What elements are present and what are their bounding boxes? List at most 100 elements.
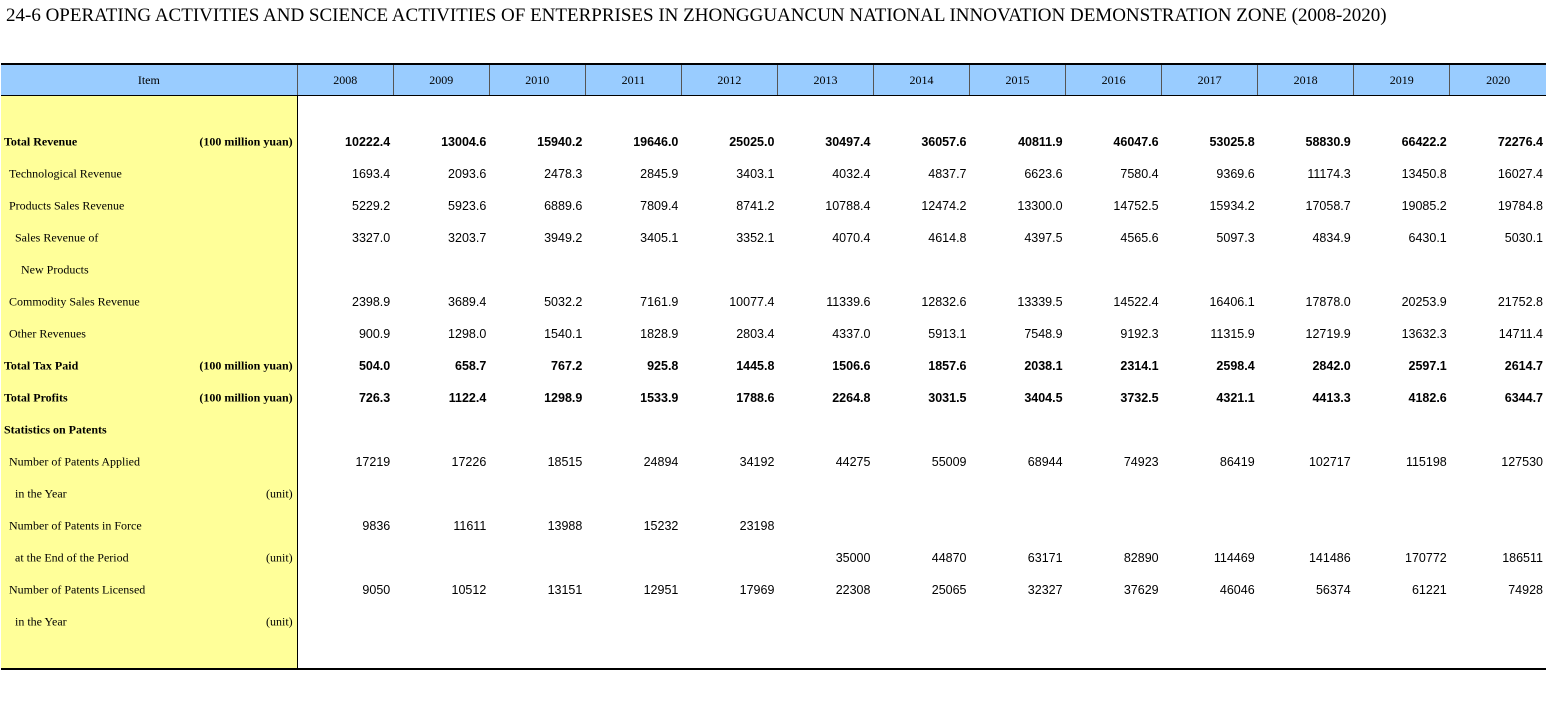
value-cell: 19784.8 (1497, 199, 1543, 213)
value-cell (873, 606, 969, 638)
table-row: New Products (1, 254, 1546, 286)
value-cell (1450, 254, 1546, 286)
column-header-year: 2020 (1449, 63, 1546, 96)
column-header-year: 2008 (296, 63, 394, 96)
row-unit: (unit) (266, 614, 293, 629)
value-cell (970, 510, 1066, 542)
row-label-cell: Technological Revenue (1, 158, 298, 190)
empty-cell (297, 638, 1546, 670)
value-cell: 35000 (835, 551, 871, 565)
value-cell: 3203.7 (448, 231, 487, 245)
value-cell: 4614.8 (928, 231, 967, 245)
value-cell: 16027.4 (1497, 167, 1543, 181)
value-cell: 9050 (362, 583, 391, 597)
value-cell: 2845.9 (640, 167, 679, 181)
value-cell: 2842.0 (1312, 359, 1351, 373)
value-cell (1354, 414, 1450, 446)
value-cell (777, 510, 873, 542)
value-cell: 7580.4 (1120, 167, 1159, 181)
row-label-cell: New Products (1, 254, 298, 286)
value-cell (297, 478, 393, 510)
value-cell: 14522.4 (1113, 295, 1159, 309)
table-row: Number of Patents Licensed 9050 10512 13151… (1, 574, 1546, 606)
value-cell: 114469 (1213, 551, 1255, 565)
row-label: in the Year (15, 614, 67, 629)
value-cell (1066, 254, 1162, 286)
column-header-year: 2013 (776, 63, 874, 96)
value-cell: 2038.1 (1024, 359, 1063, 373)
column-header-year: 2018 (1257, 63, 1354, 96)
value-cell: 2093.6 (448, 167, 487, 181)
row-label: Commodity Sales Revenue (9, 294, 140, 309)
row-label: Technological Revenue (9, 166, 122, 181)
value-cell (1066, 414, 1162, 446)
table-row: Sales Revenue of 3327.0 3203.7 3949.2 3405.1… (1, 222, 1546, 254)
value-cell (1450, 414, 1546, 446)
value-cell: 10077.4 (729, 295, 775, 309)
value-cell: 504.0 (358, 359, 391, 373)
value-cell: 658.7 (455, 359, 487, 373)
value-cell: 1533.9 (640, 391, 679, 405)
value-cell: 72276.4 (1497, 135, 1543, 149)
value-cell (1258, 510, 1354, 542)
row-label-cell: Total Profits (100 million yuan) (1, 382, 298, 414)
value-cell: 2803.4 (736, 327, 775, 341)
value-cell (585, 254, 681, 286)
row-label-cell: Total Revenue (100 million yuan) (1, 126, 298, 158)
row-label: Total Profits (4, 390, 68, 405)
value-cell (297, 254, 393, 286)
value-cell: 22308 (835, 583, 871, 597)
table-row: Number of Patents Applied 17219 17226 18515… (1, 446, 1546, 478)
value-cell (970, 606, 1066, 638)
value-cell: 25065 (931, 583, 967, 597)
value-cell: 16406.1 (1209, 295, 1255, 309)
value-cell: 170772 (1405, 551, 1447, 565)
row-label: Products Sales Revenue (9, 198, 125, 213)
value-cell: 7161.9 (640, 295, 679, 309)
table-row: in the Year (unit) (1, 478, 1546, 510)
value-cell (585, 478, 681, 510)
value-cell: 5097.3 (1216, 231, 1255, 245)
table-row: Statistics on Patents (1, 414, 1546, 446)
row-label: Number of Patents Licensed (9, 582, 146, 597)
value-cell: 46047.6 (1113, 135, 1159, 149)
value-cell: 1857.6 (928, 359, 967, 373)
value-cell: 767.2 (551, 359, 583, 373)
row-label: Statistics on Patents (4, 422, 107, 437)
value-cell: 6430.1 (1408, 231, 1447, 245)
value-cell (1066, 478, 1162, 510)
value-cell: 7548.9 (1024, 327, 1063, 341)
value-cell: 726.3 (358, 391, 391, 405)
value-cell (970, 254, 1066, 286)
value-cell: 4565.6 (1120, 231, 1159, 245)
value-cell (489, 478, 585, 510)
table-row: Total Profits (100 million yuan) 726.3 1122… (1, 382, 1546, 414)
value-cell: 6344.7 (1504, 391, 1543, 405)
value-cell (681, 542, 777, 574)
row-label: in the Year (15, 486, 67, 501)
value-cell (1258, 606, 1354, 638)
value-cell: 115198 (1405, 455, 1447, 469)
column-header-year: 2016 (1065, 63, 1162, 96)
value-cell: 10512 (451, 583, 487, 597)
value-cell: 1788.6 (736, 391, 775, 405)
value-cell: 44275 (835, 455, 871, 469)
table-row: Total Tax Paid (100 million yuan) 504.0 658… (1, 350, 1546, 382)
value-cell: 4182.6 (1408, 391, 1447, 405)
value-cell: 1298.9 (544, 391, 583, 405)
value-cell: 13300.0 (1017, 199, 1063, 213)
value-cell: 5923.6 (448, 199, 487, 213)
value-cell (1162, 478, 1258, 510)
value-cell (1258, 478, 1354, 510)
row-unit: (100 million yuan) (199, 390, 293, 405)
value-cell: 4070.4 (832, 231, 871, 245)
value-cell: 6623.6 (1024, 167, 1063, 181)
value-cell (681, 254, 777, 286)
value-cell: 9192.3 (1120, 327, 1159, 341)
value-cell: 10222.4 (345, 135, 391, 149)
value-cell: 8741.2 (736, 199, 775, 213)
value-cell (489, 414, 585, 446)
value-cell: 4413.3 (1312, 391, 1351, 405)
value-cell (970, 414, 1066, 446)
empty-cell (297, 96, 1546, 127)
